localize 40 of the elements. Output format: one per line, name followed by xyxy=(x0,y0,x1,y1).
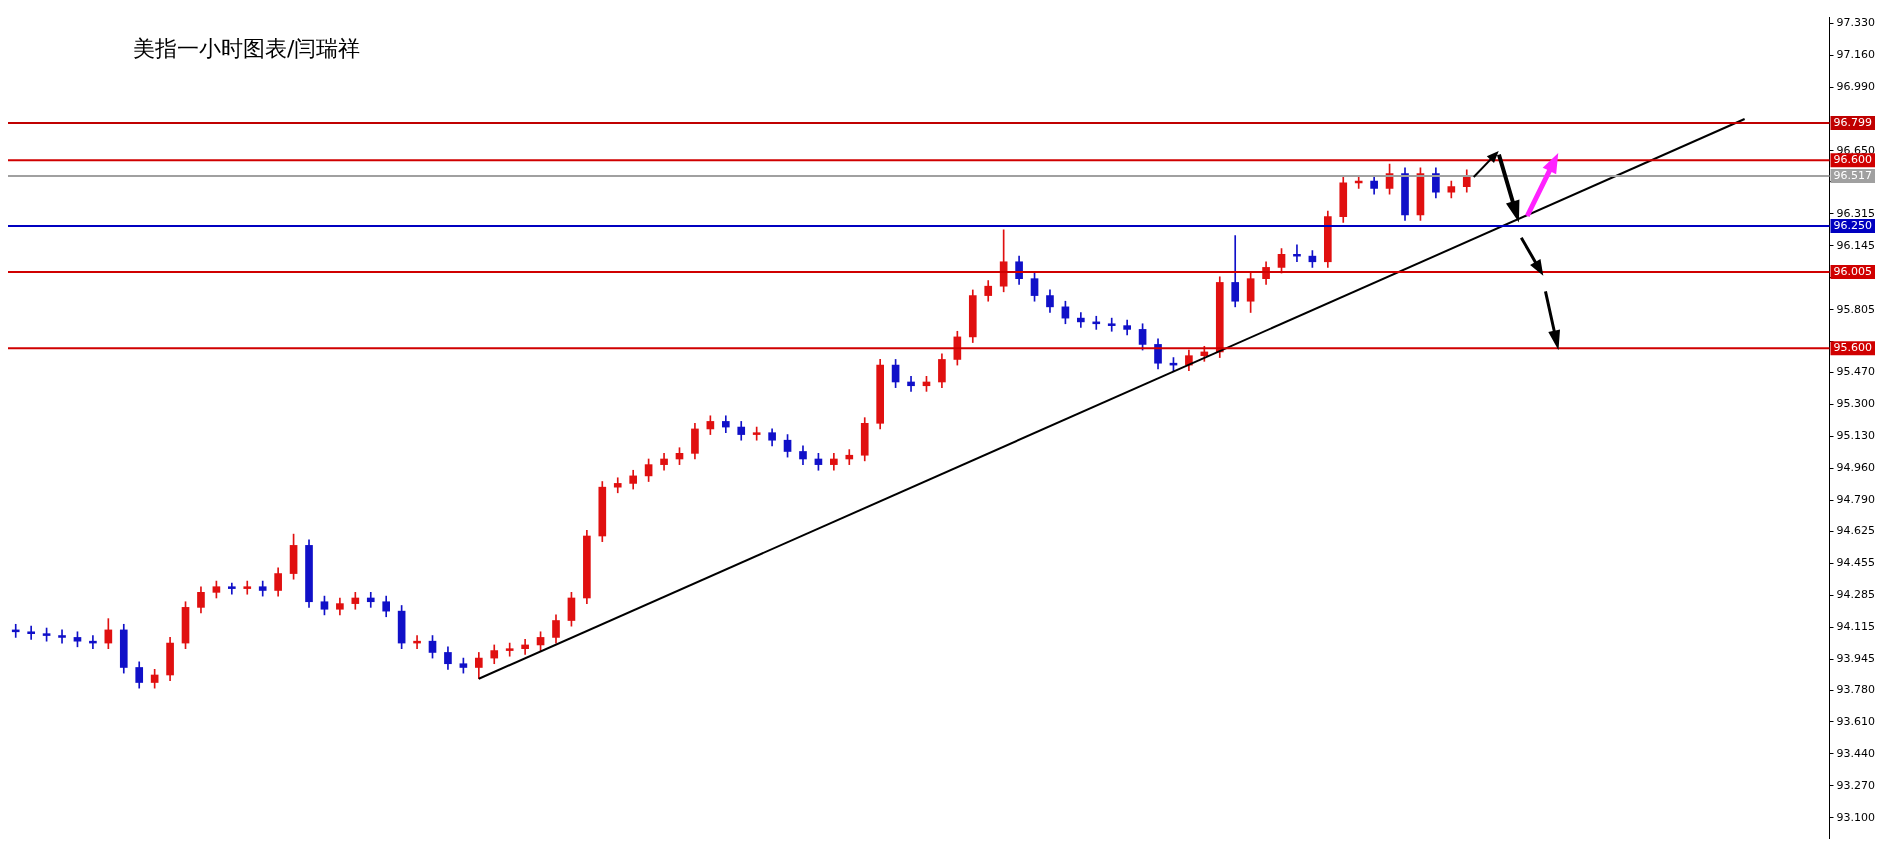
ref-line-label: 95.600 xyxy=(1833,341,1873,355)
y-tick-label: 93.945 xyxy=(1836,651,1876,665)
candlestick xyxy=(613,477,622,494)
ref-line-label: 96.517 xyxy=(1833,168,1873,182)
y-tick-label: 93.270 xyxy=(1836,778,1876,792)
ref-line-label: 96.799 xyxy=(1833,115,1873,129)
y-tick-label: 93.100 xyxy=(1836,810,1876,824)
y-tick-label: 97.330 xyxy=(1836,16,1876,30)
y-tick-label: 94.285 xyxy=(1836,588,1876,602)
candlestick xyxy=(521,638,529,655)
y-tick-label: 94.115 xyxy=(1836,619,1876,633)
y-tick-label: 94.625 xyxy=(1836,524,1876,538)
y-tick-label: 93.780 xyxy=(1836,682,1876,696)
candlestick xyxy=(27,625,35,640)
y-tick-label: 94.960 xyxy=(1836,461,1876,475)
y-tick-label: 95.470 xyxy=(1836,365,1876,379)
ref-line-label: 96.600 xyxy=(1833,153,1873,167)
candlestick xyxy=(845,449,854,465)
y-tick-label: 95.130 xyxy=(1836,429,1876,443)
y-tick-label: 96.990 xyxy=(1836,79,1876,93)
y-tick-label: 94.455 xyxy=(1836,556,1876,570)
candlestick xyxy=(1107,317,1116,332)
y-tick-label: 96.315 xyxy=(1836,206,1876,220)
y-tick-label: 95.805 xyxy=(1836,302,1876,316)
y-tick-label: 96.145 xyxy=(1836,238,1876,252)
candlestick xyxy=(505,642,514,657)
y-tick-label: 93.440 xyxy=(1836,746,1876,760)
text: 美指一小时图表/闫瑞祥 xyxy=(133,35,361,63)
y-tick-label: 95.300 xyxy=(1836,397,1876,411)
candlestick xyxy=(752,426,761,441)
candlestick xyxy=(243,580,252,595)
y-tick-label: 97.160 xyxy=(1836,48,1876,62)
y-tick-label: 94.790 xyxy=(1836,493,1876,507)
y-tick-label: 93.610 xyxy=(1836,714,1876,728)
candlestick xyxy=(228,582,236,595)
ref-line-label: 96.250 xyxy=(1833,218,1873,232)
candlestick xyxy=(366,592,375,608)
candlestick xyxy=(907,376,915,392)
candlestick xyxy=(1077,312,1085,328)
ref-line-label: 96.005 xyxy=(1833,264,1873,278)
